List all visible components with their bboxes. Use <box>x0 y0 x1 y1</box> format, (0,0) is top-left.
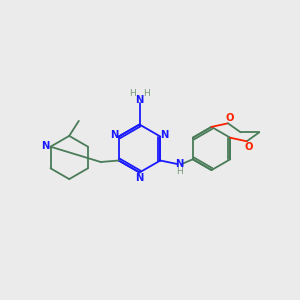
Text: N: N <box>41 141 49 151</box>
Text: N: N <box>135 172 144 183</box>
Text: N: N <box>160 130 168 140</box>
Text: H: H <box>143 89 149 98</box>
Text: N: N <box>135 95 144 105</box>
Text: N: N <box>110 130 119 140</box>
Text: O: O <box>244 142 253 152</box>
Text: H: H <box>130 89 136 98</box>
Text: N: N <box>175 158 183 169</box>
Text: H: H <box>176 167 183 176</box>
Text: O: O <box>226 113 234 123</box>
